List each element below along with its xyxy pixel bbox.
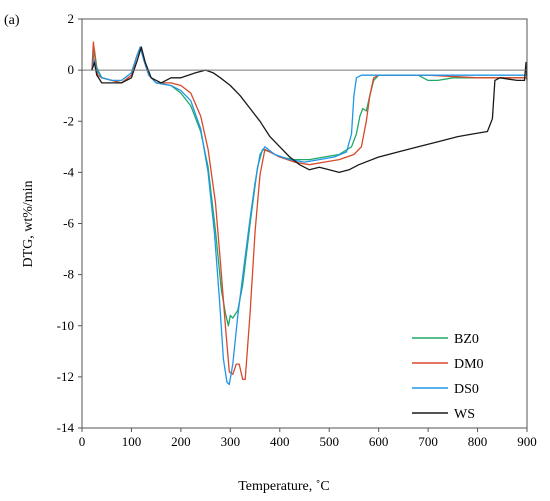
x-tick-label: 300 — [221, 434, 241, 449]
series-line-bz0 — [91, 46, 527, 327]
legend-label-ws: WS — [454, 407, 475, 422]
y-tick-label: -8 — [63, 267, 74, 282]
x-tick-label: 800 — [468, 434, 488, 449]
plot-area-frame — [81, 18, 528, 429]
x-axis-label: Temperature, ˚C — [238, 479, 330, 494]
legend-label-ds0: DS0 — [454, 382, 479, 397]
y-tick-label: 2 — [68, 11, 75, 26]
y-tick-label: -12 — [57, 369, 74, 384]
series-layer — [91, 41, 528, 386]
y-tick-label: -14 — [57, 420, 75, 435]
y-tick-label: 0 — [68, 62, 75, 77]
y-tick-label: -6 — [63, 216, 74, 231]
x-tick-label: 600 — [369, 434, 389, 449]
x-tick-label: 900 — [517, 434, 537, 449]
y-tick-label: -2 — [63, 113, 74, 128]
y-axis-label: DTG, wt%/min — [21, 180, 36, 267]
x-tick-label: 400 — [270, 434, 290, 449]
legend: BZ0 DM0 DS0 WS — [412, 332, 484, 422]
x-tick-label: 500 — [319, 434, 339, 449]
y-tick-label: -4 — [63, 164, 74, 179]
x-axis-ticks: 0 100 200 300 400 500 600 700 800 900 — [79, 428, 537, 449]
series-line-dm0 — [91, 41, 527, 381]
x-tick-label: 200 — [171, 434, 191, 449]
series-line-ws — [91, 46, 528, 174]
legend-label-bz0: BZ0 — [454, 332, 479, 347]
y-tick-label: -10 — [57, 318, 74, 333]
series-line-ds0 — [91, 46, 527, 386]
legend-label-dm0: DM0 — [454, 357, 484, 372]
y-axis-ticks: 2 0 -2 -4 -6 -8 -10 -12 -14 — [57, 11, 82, 435]
x-tick-label: 100 — [122, 434, 142, 449]
x-tick-label: 0 — [79, 434, 86, 449]
x-tick-label: 700 — [418, 434, 438, 449]
panel-label: (a) — [4, 13, 20, 28]
